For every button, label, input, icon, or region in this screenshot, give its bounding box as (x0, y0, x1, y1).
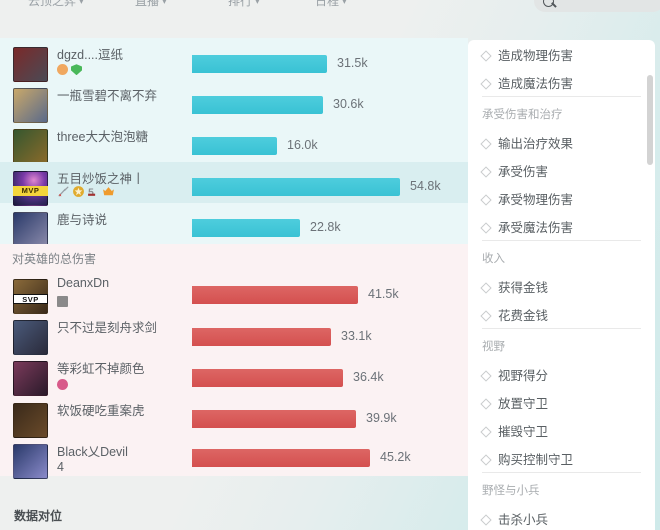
svg-text:5: 5 (88, 187, 94, 198)
dgzd: dgzd....逗纸 31.5k (0, 38, 468, 79)
